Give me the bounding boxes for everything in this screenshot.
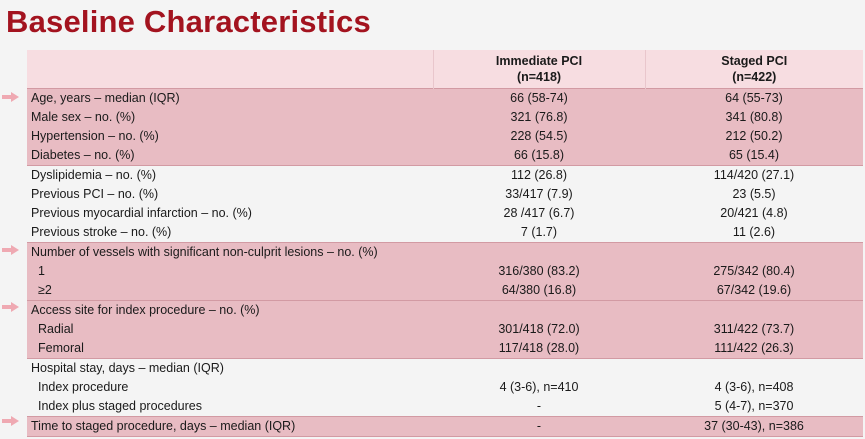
- row-label: Access site for index procedure – no. (%…: [27, 300, 433, 320]
- staged-value: [645, 242, 863, 262]
- row-label: Male sex – no. (%): [27, 108, 433, 127]
- staged-value: 311/422 (73.7): [645, 320, 863, 339]
- table-row: Femoral 117/418 (28.0) 111/422 (26.3): [27, 339, 863, 359]
- row-label: Number of vessels with significant non-c…: [27, 242, 433, 262]
- row-label: Time to staged procedure, days – median …: [27, 416, 433, 437]
- table-row: Index plus staged procedures - 5 (4-7), …: [27, 397, 863, 417]
- staged-value: 275/342 (80.4): [645, 262, 863, 281]
- row-label: Index plus staged procedures: [27, 397, 433, 417]
- immediate-value: 316/380 (83.2): [433, 262, 645, 281]
- immediate-value: 117/418 (28.0): [433, 339, 645, 359]
- immediate-value: 301/418 (72.0): [433, 320, 645, 339]
- staged-value: 4 (3-6), n=408: [645, 378, 863, 397]
- right-arrow-icon: [2, 302, 20, 312]
- immediate-value: -: [433, 397, 645, 417]
- table-row: Radial 301/418 (72.0) 311/422 (73.7): [27, 320, 863, 339]
- immediate-value: -: [433, 416, 645, 437]
- staged-value: [645, 358, 863, 378]
- staged-value: 64 (55-73): [645, 88, 863, 108]
- staged-value: [645, 300, 863, 320]
- staged-value: 23 (5.5): [645, 185, 863, 204]
- row-label: Femoral: [27, 339, 433, 359]
- right-arrow-icon: [2, 416, 20, 426]
- table-row: Dyslipidemia – no. (%) 112 (26.8) 114/42…: [27, 165, 863, 185]
- staged-value: 111/422 (26.3): [645, 339, 863, 359]
- staged-value: 212 (50.2): [645, 127, 863, 146]
- staged-value: 341 (80.8): [645, 108, 863, 127]
- row-label: Hypertension – no. (%): [27, 127, 433, 146]
- immediate-value: 33/417 (7.9): [433, 185, 645, 204]
- table-row: Previous myocardial infarction – no. (%)…: [27, 204, 863, 223]
- table-row: Number of vessels with significant non-c…: [27, 242, 863, 262]
- table-row: Hospital stay, days – median (IQR): [27, 358, 863, 378]
- row-label: Dyslipidemia – no. (%): [27, 165, 433, 185]
- row-label: ≥2: [27, 281, 433, 301]
- table-row: Previous PCI – no. (%) 33/417 (7.9) 23 (…: [27, 185, 863, 204]
- table-row: Diabetes – no. (%) 66 (15.8) 65 (15.4): [27, 146, 863, 166]
- immediate-value: 7 (1.7): [433, 223, 645, 243]
- staged-value: 5 (4-7), n=370: [645, 397, 863, 417]
- header-blank-cell: [27, 50, 433, 89]
- right-arrow-icon: [2, 92, 20, 102]
- table-row: Index procedure 4 (3-6), n=410 4 (3-6), …: [27, 378, 863, 397]
- immediate-value: 66 (15.8): [433, 146, 645, 166]
- row-label: Previous PCI – no. (%): [27, 185, 433, 204]
- immediate-value: 112 (26.8): [433, 165, 645, 185]
- table-row: 1 316/380 (83.2) 275/342 (80.4): [27, 262, 863, 281]
- table-row: Access site for index procedure – no. (%…: [27, 300, 863, 320]
- immediate-value: [433, 242, 645, 262]
- immediate-value: 64/380 (16.8): [433, 281, 645, 301]
- table-row: Male sex – no. (%) 321 (76.8) 341 (80.8): [27, 108, 863, 127]
- immediate-value: 66 (58-74): [433, 88, 645, 108]
- slide-title: Baseline Characteristics: [6, 4, 371, 39]
- row-label: Previous myocardial infarction – no. (%): [27, 204, 433, 223]
- immediate-value: 28 /417 (6.7): [433, 204, 645, 223]
- immediate-value: [433, 358, 645, 378]
- staged-value: 37 (30-43), n=386: [645, 416, 863, 437]
- header-staged-n: (n=422): [732, 70, 777, 84]
- row-label: Previous stroke – no. (%): [27, 223, 433, 243]
- baseline-table: Immediate PCI (n=418) Staged PCI (n=422)…: [27, 50, 863, 437]
- staged-value: 11 (2.6): [645, 223, 863, 243]
- table-row: ≥2 64/380 (16.8) 67/342 (19.6): [27, 281, 863, 301]
- staged-value: 20/421 (4.8): [645, 204, 863, 223]
- row-label: Hospital stay, days – median (IQR): [27, 358, 433, 378]
- immediate-value: 321 (76.8): [433, 108, 645, 127]
- table-row: Age, years – median (IQR) 66 (58-74) 64 …: [27, 88, 863, 108]
- table-row: Previous stroke – no. (%) 7 (1.7) 11 (2.…: [27, 223, 863, 243]
- immediate-value: 228 (54.5): [433, 127, 645, 146]
- row-label: 1: [27, 262, 433, 281]
- row-label: Diabetes – no. (%): [27, 146, 433, 166]
- header-immediate-pci: Immediate PCI (n=418): [432, 50, 645, 89]
- header-staged-pci: Staged PCI (n=422): [644, 50, 863, 89]
- table-row: Time to staged procedure, days – median …: [27, 416, 863, 437]
- right-arrow-icon: [2, 245, 20, 255]
- header-immediate-n: (n=418): [516, 70, 562, 84]
- header-staged-name: Staged PCI: [721, 54, 788, 68]
- staged-value: 67/342 (19.6): [645, 281, 863, 301]
- staged-value: 114/420 (27.1): [645, 165, 863, 185]
- table-header-row: Immediate PCI (n=418) Staged PCI (n=422): [27, 50, 863, 89]
- table-row: Hypertension – no. (%) 228 (54.5) 212 (5…: [27, 127, 863, 146]
- immediate-value: 4 (3-6), n=410: [433, 378, 645, 397]
- staged-value: 65 (15.4): [645, 146, 863, 166]
- immediate-value: [433, 300, 645, 320]
- row-label: Radial: [27, 320, 433, 339]
- row-label: Age, years – median (IQR): [27, 88, 433, 108]
- row-label: Index procedure: [27, 378, 433, 397]
- header-immediate-name: Immediate PCI: [495, 54, 583, 68]
